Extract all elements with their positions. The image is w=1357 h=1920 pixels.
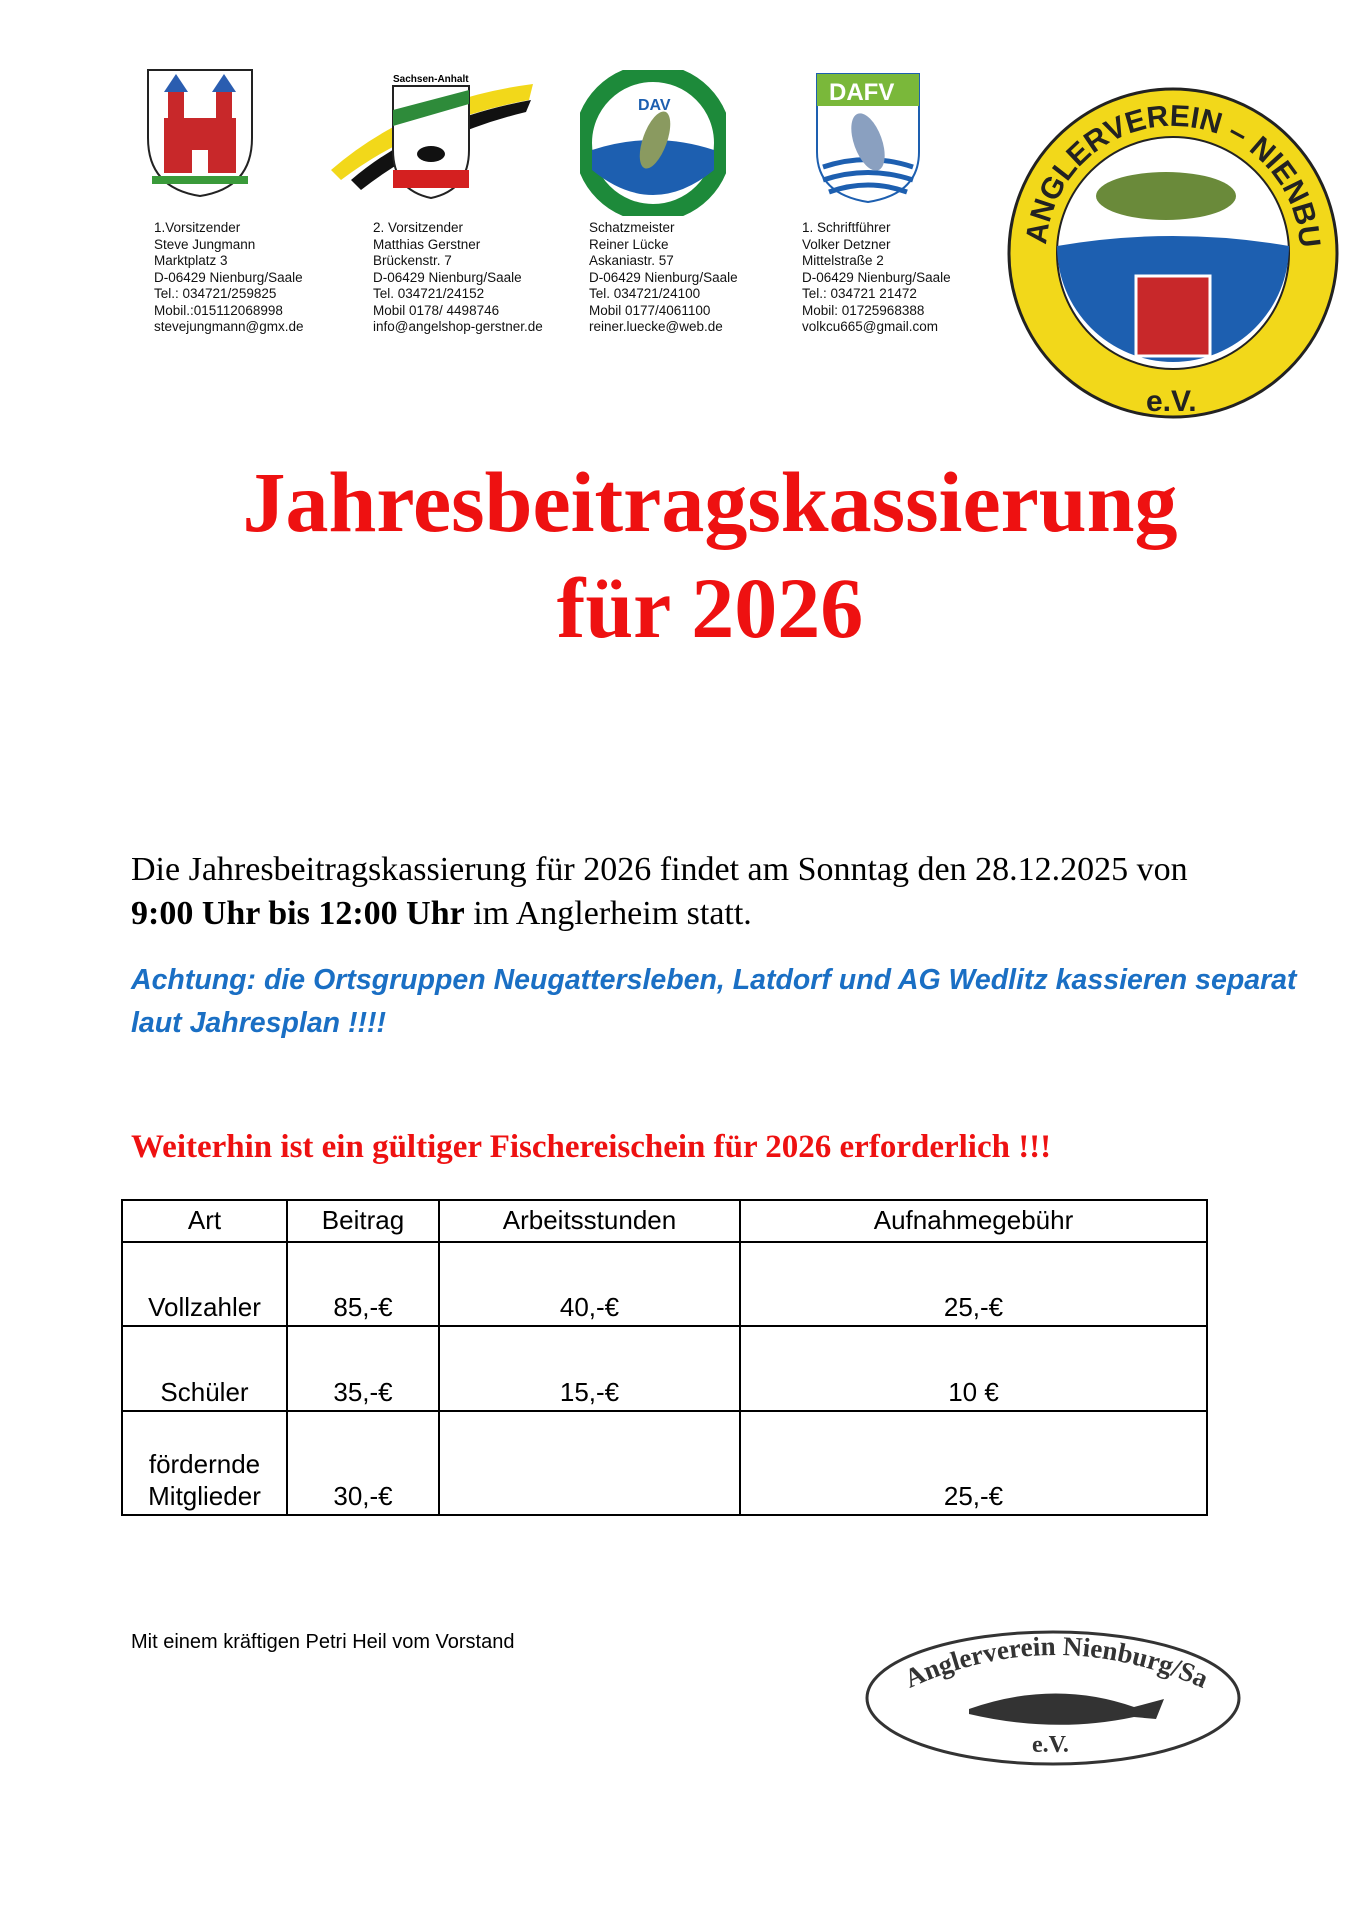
svg-text:Anglerverein Nienburg/Saale: Anglerverein Nienburg/Saale — [864, 1629, 1213, 1694]
header-arbeitsstunden: Arbeitsstunden — [438, 1198, 741, 1244]
contact-mobile: Mobil: 01725968388 — [802, 302, 925, 318]
announcement-place: im Anglerheim statt. — [464, 895, 752, 932]
notice-text: Achtung: die Ortsgruppen Neugattersleben… — [131, 964, 1297, 1039]
contact-street: Askaniastr. 57 — [589, 253, 674, 268]
header-beitrag: Beitrag — [286, 1198, 440, 1244]
page-subtitle: für 2026 — [556, 560, 864, 656]
table-row: Vollzahler 85,-€ 40,-€ 25,-€ — [121, 1241, 1208, 1328]
announcement-intro: Die Jahresbeitragskassierung für 2026 fi… — [131, 851, 1188, 888]
contact-chairman: 1.Vorsitzender Steve Jungmann Marktplatz… — [154, 220, 304, 336]
contact-email[interactable]: info@angelshop-gerstner.de — [373, 319, 543, 334]
cell-art: Schüler — [121, 1325, 288, 1412]
nienburg-coat-of-arms-logo — [147, 69, 253, 198]
contact-vice-chairman: 2. Vorsitzender Matthias Gerstner Brücke… — [373, 220, 543, 336]
stamp-text: Anglerverein Nienburg/Saale — [864, 1629, 1213, 1694]
dav-logo: DAV — [580, 70, 726, 216]
contact-city: D-06429 Nienburg/Saale — [589, 269, 738, 285]
contact-treasurer: Schatzmeister Reiner Lücke Askaniastr. 5… — [589, 220, 738, 336]
contact-name: Steve Jungmann — [154, 236, 256, 252]
contact-street: Mittelstraße 2 — [802, 253, 884, 268]
contact-secretary: 1. Schriftführer Volker Detzner Mittelst… — [802, 220, 951, 336]
contact-phone: Tel. 034721/24100 — [589, 286, 701, 301]
announcement-text: Die Jahresbeitragskassierung für 2026 fi… — [131, 848, 1281, 936]
contact-name: Reiner Lücke — [589, 236, 669, 252]
license-notice: Weiterhin ist ein gültiger Fischereische… — [131, 1129, 1052, 1165]
contact-mobile: Mobil 0177/4061100 — [589, 302, 711, 318]
stamp-ev: e.V. — [1032, 1732, 1069, 1758]
dafv-logo: DAFV — [816, 73, 920, 204]
cell-art: fördernde Mitglieder — [121, 1409, 288, 1517]
sachsen-anhalt-text: Sachsen-Anhalt — [393, 74, 469, 85]
dav-text: DAV — [638, 97, 671, 114]
dafv-text: DAFV — [829, 79, 894, 106]
club-ev-text: e.V. — [1146, 385, 1197, 418]
page-title: Jahresbeitragskassierung — [242, 454, 1178, 550]
contact-phone: Tel.: 034721 21472 — [802, 286, 917, 301]
header-art: Art — [121, 1198, 288, 1244]
contact-street: Brückenstr. 7 — [373, 253, 452, 268]
contact-role: 1.Vorsitzender — [154, 220, 241, 235]
fee-table: Art Beitrag Arbeitsstunden Aufnahmegebüh… — [121, 1198, 1208, 1517]
contact-street: Marktplatz 3 — [154, 253, 228, 268]
cell-aufnahmegebuehr: 25,-€ — [739, 1241, 1208, 1328]
cell-aufnahmegebuehr: 10 € — [739, 1325, 1208, 1412]
cell-arbeitsstunden: 40,-€ — [438, 1241, 741, 1328]
contact-name: Volker Detzner — [802, 236, 891, 252]
contact-city: D-06429 Nienburg/Saale — [154, 269, 303, 285]
contact-role: Schatzmeister — [589, 220, 675, 235]
cell-art: Vollzahler — [121, 1241, 288, 1328]
club-stamp: Anglerverein Nienburg/Saale e.V. — [864, 1629, 1241, 1766]
contact-email[interactable]: stevejungmann@gmx.de — [154, 319, 304, 334]
contact-role: 1. Schriftführer — [802, 220, 891, 235]
cell-beitrag: 35,-€ — [286, 1325, 440, 1412]
contact-city: D-06429 Nienburg/Saale — [373, 269, 522, 285]
table-header-row: Art Beitrag Arbeitsstunden Aufnahmegebüh… — [121, 1198, 1208, 1244]
table-row: Schüler 35,-€ 15,-€ 10 € — [121, 1325, 1208, 1412]
announcement-time: 9:00 Uhr bis 12:00 Uhr — [131, 895, 465, 932]
header-aufnahmegebuehr: Aufnahmegebühr — [739, 1198, 1208, 1244]
contact-phone: Tel. 034721/24152 — [373, 286, 485, 301]
cell-arbeitsstunden: 15,-€ — [438, 1325, 741, 1412]
contact-mobile: Mobil 0178/ 4498746 — [373, 302, 500, 318]
contact-role: 2. Vorsitzender — [373, 220, 464, 235]
cell-arbeitsstunden — [438, 1409, 741, 1517]
contact-name: Matthias Gerstner — [373, 236, 481, 252]
contact-email[interactable]: volkcu665@gmail.com — [802, 319, 939, 334]
cell-beitrag: 30,-€ — [286, 1409, 440, 1517]
cell-aufnahmegebuehr: 25,-€ — [739, 1409, 1208, 1517]
table-row: fördernde Mitglieder 30,-€ 25,-€ — [121, 1409, 1208, 1517]
contact-city: D-06429 Nienburg/Saale — [802, 269, 951, 285]
sachsen-anhalt-logo: Sachsen-Anhalt — [331, 74, 533, 200]
contact-mobile: Mobil.:015112068998 — [154, 302, 283, 318]
cell-beitrag: 85,-€ — [286, 1241, 440, 1328]
contact-email[interactable]: reiner.luecke@web.de — [589, 319, 723, 334]
anglerverein-club-logo: ANGLERVEREIN – NIENBURG / SAALE e.V. — [1006, 86, 1339, 419]
closing-greeting: Mit einem kräftigen Petri Heil vom Vorst… — [131, 1631, 515, 1653]
contact-phone: Tel.: 034721/259825 — [154, 286, 277, 301]
